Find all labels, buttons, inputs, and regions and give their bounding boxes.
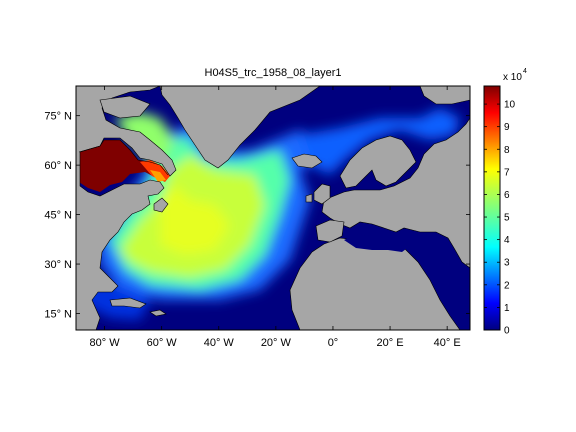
coastline bbox=[78, 139, 169, 176]
colorbar bbox=[483, 85, 501, 331]
y-tick-label: 75° N bbox=[44, 111, 72, 123]
land bbox=[76, 86, 470, 330]
chart-title: H04S5_trc_1958_08_layer1 bbox=[204, 67, 342, 79]
colorbar-exponent: 4 bbox=[523, 68, 527, 75]
colorbar-tick-label: 8 bbox=[504, 145, 510, 156]
colorbar-multiplier: x 10 bbox=[503, 72, 522, 83]
mediterranean bbox=[344, 234, 410, 252]
y-tick-label: 60° N bbox=[44, 160, 72, 172]
colorbar-tick-label: 2 bbox=[504, 280, 510, 291]
y-tick-label: 45° N bbox=[44, 210, 72, 222]
colorbar-tick-label: 4 bbox=[504, 235, 510, 246]
colorbar-tick-label: 10 bbox=[504, 100, 516, 111]
x-tick-label: 0° bbox=[328, 337, 339, 349]
colorbar-ticks: 0 1 2 3 4 5 6 7 8 9 10 bbox=[484, 100, 516, 337]
hudson-bay-hotspot bbox=[79, 140, 170, 192]
colorbar-tick-label: 1 bbox=[504, 303, 510, 314]
x-tick-label: 60° W bbox=[147, 337, 178, 349]
colorbar-tick-label: 0 bbox=[504, 326, 510, 337]
axes-frame bbox=[75, 85, 471, 331]
x-tick-label: 40° E bbox=[434, 337, 461, 349]
colorbar-tick-label: 7 bbox=[504, 167, 510, 178]
x-tick-label: 20° W bbox=[261, 337, 292, 349]
map-plot-area bbox=[76, 86, 470, 330]
x-axis: 80° W 60° W 40° W 20° W 0° 20° E 40° E bbox=[90, 86, 461, 349]
y-tick-label: 30° N bbox=[44, 259, 72, 271]
colorbar-tick-label: 9 bbox=[504, 122, 510, 133]
colorbar-tick-label: 5 bbox=[504, 213, 510, 224]
colorbar-tick-label: 6 bbox=[504, 190, 510, 201]
x-tick-label: 20° E bbox=[377, 337, 404, 349]
x-tick-label: 80° W bbox=[90, 337, 121, 349]
y-tick-label: 15° N bbox=[44, 309, 72, 321]
y-axis: 15° N 30° N 45° N 60° N 75° N bbox=[44, 111, 470, 321]
x-tick-label: 40° W bbox=[204, 337, 235, 349]
colorbar-tick-label: 3 bbox=[504, 258, 510, 269]
